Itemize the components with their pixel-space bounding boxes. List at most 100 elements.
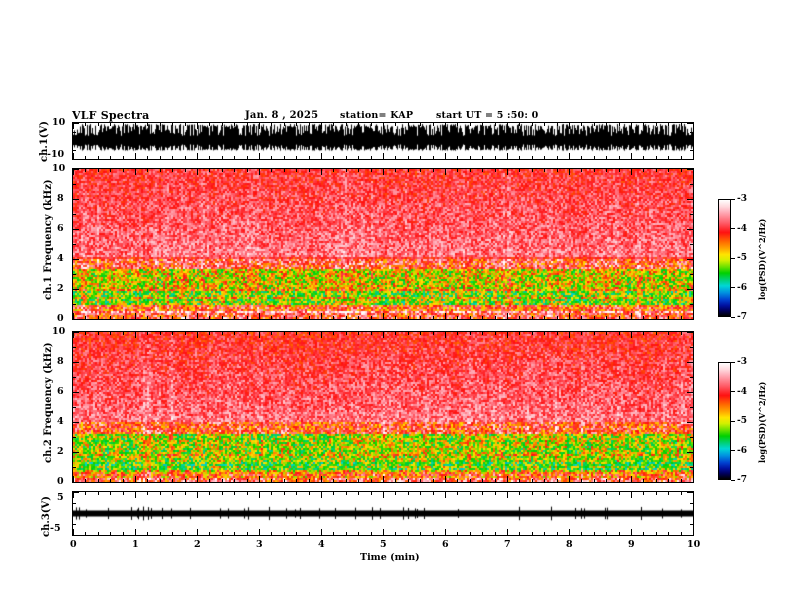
x-tick [395, 316, 397, 320]
x-tick [432, 122, 434, 126]
x-tick [271, 168, 273, 172]
x-tick [544, 316, 546, 320]
x-tick [407, 532, 409, 536]
x-tick [445, 529, 446, 536]
x-tick [668, 122, 670, 126]
x-tick [271, 331, 273, 335]
y-tick [72, 141, 79, 142]
x-tick [308, 316, 310, 320]
x-tick [606, 331, 608, 335]
colorbar-tick [731, 420, 735, 422]
x-tick [135, 529, 136, 536]
x-tick [445, 313, 446, 320]
y-tick [687, 513, 694, 515]
x-tick [135, 491, 136, 498]
x-tick [333, 532, 335, 536]
x-tick [73, 153, 74, 160]
x-tick [680, 491, 682, 495]
x-tick [283, 122, 285, 126]
x-tick [482, 316, 484, 320]
colorbar-ch2 [718, 362, 731, 480]
x-tick [507, 529, 508, 536]
x-tick [110, 316, 112, 320]
x-tick [469, 168, 471, 172]
ch2-spectrogram-panel [72, 331, 694, 483]
x-tick [259, 168, 260, 175]
x-tick [395, 168, 397, 172]
x-tick [197, 122, 198, 129]
x-tick [643, 156, 645, 160]
colorbar-tick-label: -4 [737, 223, 747, 234]
x-tick [494, 491, 496, 495]
x-tick [85, 331, 87, 335]
x-tick [556, 168, 558, 172]
y-tick [72, 199, 79, 200]
x-tick [197, 331, 198, 338]
x-tick [631, 153, 632, 160]
x-tick [618, 491, 620, 495]
x-tick [85, 122, 87, 126]
x-tick [668, 168, 670, 172]
x-tick [197, 476, 198, 483]
x-tick [321, 313, 322, 320]
x-tick [519, 316, 521, 320]
x-tick [159, 122, 161, 126]
x-tick [345, 331, 347, 335]
x-tick [593, 122, 595, 126]
x-tick [308, 479, 310, 483]
colorbar-ch1 [718, 199, 731, 317]
x-tick [184, 122, 186, 126]
x-tick [494, 479, 496, 483]
x-tick [246, 156, 248, 160]
x-tick [631, 491, 632, 498]
x-tick [655, 316, 657, 320]
colorbar-tick [731, 479, 735, 481]
x-tick [519, 491, 521, 495]
x-tick [469, 491, 471, 495]
y-tick [72, 407, 76, 408]
x-tick [606, 168, 608, 172]
x-tick [569, 529, 570, 536]
header-start-ut: start UT = 5 :50: 0 [436, 110, 539, 121]
x-tick [259, 153, 260, 160]
x-tick [221, 491, 223, 495]
x-tick [383, 476, 384, 483]
y-tick [687, 289, 694, 290]
x-tick [432, 479, 434, 483]
y-tick [72, 524, 76, 526]
x-tick [172, 316, 174, 320]
x-tick [519, 122, 521, 126]
x-tick [221, 168, 223, 172]
x-tick [358, 168, 360, 172]
x-tick [544, 491, 546, 495]
x-tick [531, 156, 533, 160]
x-tick [469, 331, 471, 335]
y-tick [687, 199, 694, 200]
y-tick [72, 304, 76, 305]
x-tick [197, 313, 198, 320]
x-tick [221, 532, 223, 536]
x-tick [358, 491, 360, 495]
y-tick [690, 304, 694, 305]
header-date: Jan. 8 , 2025 [245, 110, 319, 121]
x-tick [321, 168, 322, 175]
x-tick [122, 122, 124, 126]
x-tick [383, 331, 384, 338]
x-tick [420, 491, 422, 495]
x-tick [680, 532, 682, 536]
x-tick [680, 156, 682, 160]
x-tick [283, 316, 285, 320]
x-tick [221, 479, 223, 483]
x-tick [432, 532, 434, 536]
x-tick [668, 156, 670, 160]
y-tick [687, 422, 694, 423]
x-tick [197, 491, 198, 498]
x-tick [147, 479, 149, 483]
x-tick [420, 479, 422, 483]
y-tick [72, 150, 76, 151]
x-tick [593, 156, 595, 160]
x-tick-label: 10 [687, 539, 701, 550]
x-tick [85, 532, 87, 536]
x-tick [246, 491, 248, 495]
y-tick [690, 407, 694, 408]
